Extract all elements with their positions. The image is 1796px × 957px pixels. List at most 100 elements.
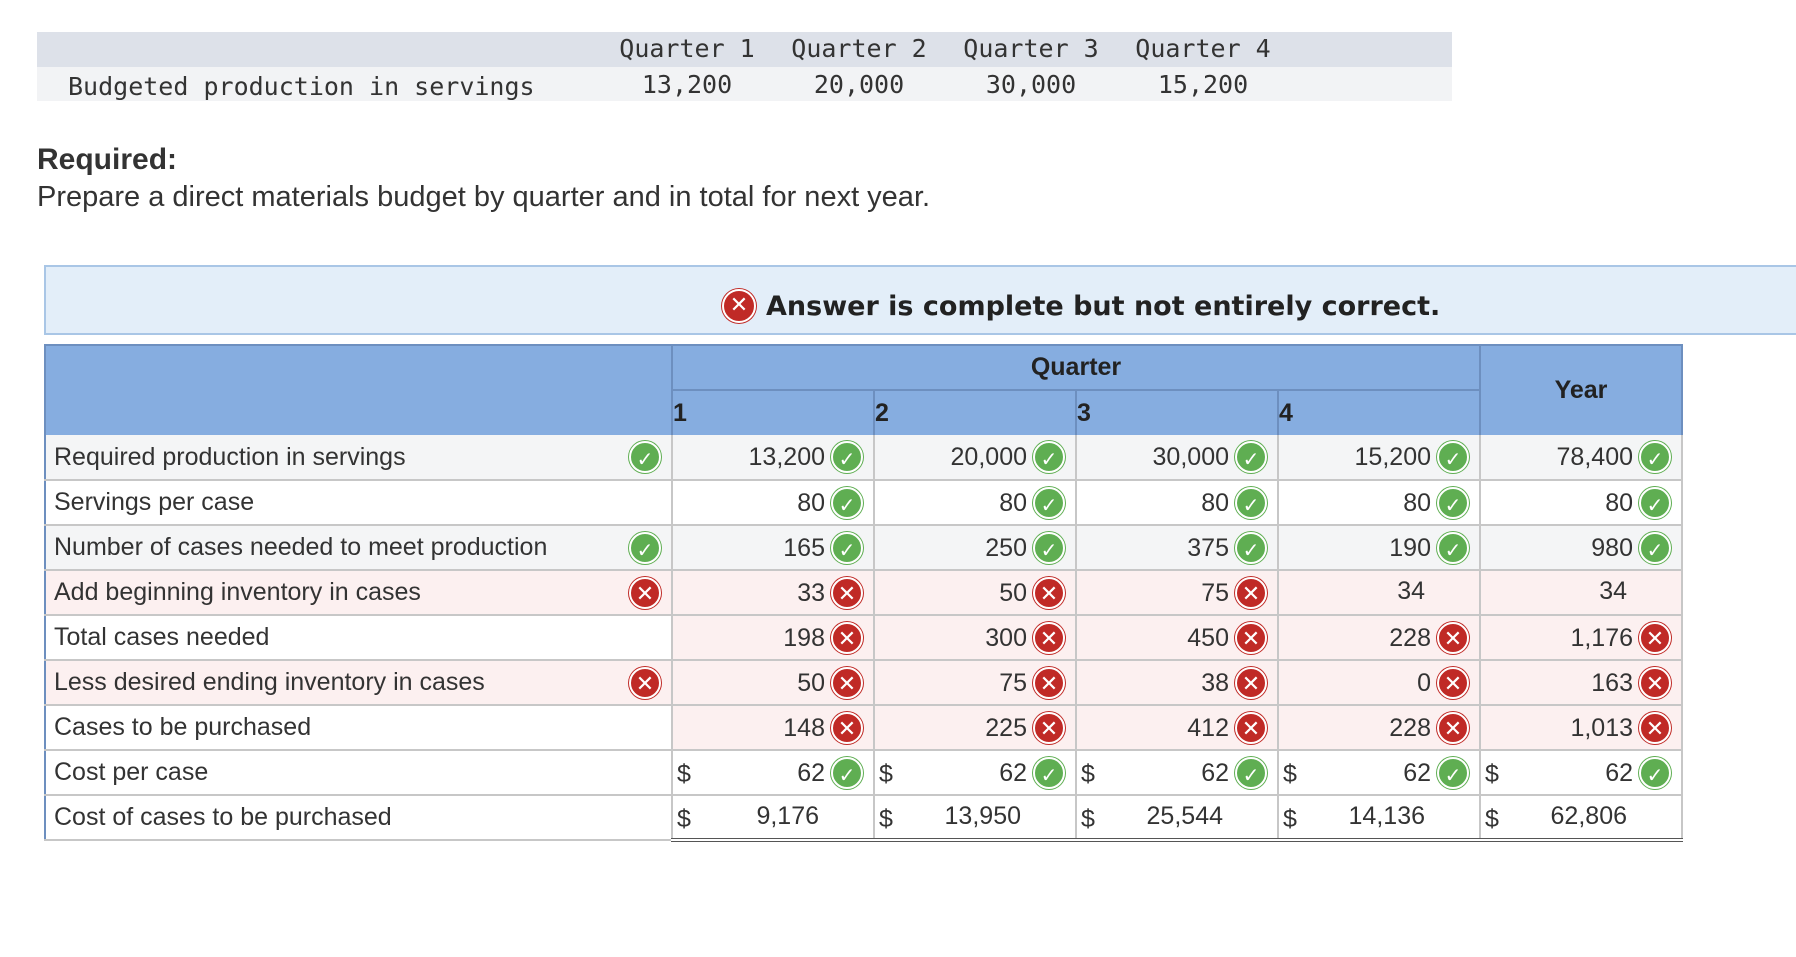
value-cell[interactable]: 50 ✕ bbox=[672, 660, 875, 706]
check-icon: ✓ bbox=[1033, 757, 1065, 789]
value-cell[interactable]: $62 ✓ bbox=[672, 750, 875, 796]
row-label-cell[interactable]: Cost per case bbox=[45, 750, 673, 796]
value-cell[interactable]: 30,000 ✓ bbox=[1076, 435, 1279, 481]
cell-value: 450 bbox=[1187, 623, 1229, 652]
check-icon: ✓ bbox=[1639, 532, 1671, 564]
cell-value: 980 bbox=[1591, 533, 1633, 562]
row-label-cell[interactable]: Add beginning inventory in cases ✕ bbox=[45, 570, 673, 616]
value-cell[interactable]: 80 ✓ bbox=[1076, 480, 1279, 526]
value-cell[interactable]: $62,806 bbox=[1480, 795, 1683, 842]
row-label-cell[interactable]: Total cases needed bbox=[45, 615, 673, 661]
row-label-cell[interactable]: Number of cases needed to meet productio… bbox=[45, 525, 673, 571]
value-cell[interactable]: 148 ✕ bbox=[672, 705, 875, 751]
value-cell[interactable]: 375 ✓ bbox=[1076, 525, 1279, 571]
header-q2: 2 bbox=[874, 389, 1077, 435]
value-cell[interactable]: 50 ✕ bbox=[874, 570, 1077, 616]
header-q4: 4 bbox=[1278, 389, 1481, 435]
row-label-cell[interactable]: Cost of cases to be purchased bbox=[45, 795, 673, 841]
direct-materials-budget-table: Quarter Year 1 2 3 4 Required production… bbox=[44, 344, 1683, 842]
value-cell[interactable]: 300 ✕ bbox=[874, 615, 1077, 661]
value-cell[interactable]: $14,136 bbox=[1278, 795, 1481, 842]
cell-value: 75 bbox=[999, 668, 1027, 697]
value-cell[interactable]: 15,200 ✓ bbox=[1278, 435, 1481, 481]
check-icon: ✓ bbox=[1437, 532, 1469, 564]
value-cell[interactable]: $13,950 bbox=[874, 795, 1077, 842]
check-icon: ✓ bbox=[831, 757, 863, 789]
value-cell[interactable]: 38 ✕ bbox=[1076, 660, 1279, 706]
value-cell[interactable]: $9,176 bbox=[672, 795, 875, 842]
value-cell[interactable]: 33 ✕ bbox=[672, 570, 875, 616]
value-cell[interactable]: 225 ✕ bbox=[874, 705, 1077, 751]
value-cell[interactable]: 1,176 ✕ bbox=[1480, 615, 1683, 661]
given-quarter-4-title: Quarter 4 bbox=[1135, 34, 1271, 63]
value-cell[interactable]: $62 ✓ bbox=[1076, 750, 1279, 796]
value-cell[interactable]: 228 ✕ bbox=[1278, 705, 1481, 751]
cell-value: 14,136 bbox=[1348, 802, 1425, 830]
budget-body: Required production in servings ✓ 13,200 ✓ 2… bbox=[45, 435, 1683, 842]
row-label: Less desired ending inventory in cases bbox=[54, 668, 485, 696]
x-icon: ✕ bbox=[1437, 712, 1469, 744]
given-quarter-3-value: 30,000 bbox=[985, 70, 1077, 99]
value-cell[interactable]: 0 ✕ bbox=[1278, 660, 1481, 706]
given-data-strip: Budgeted production in servings Quarter … bbox=[37, 32, 1452, 101]
cell-value: 30,000 bbox=[1152, 442, 1229, 471]
x-icon: ✕ bbox=[629, 577, 661, 609]
row-label-cell[interactable]: Cases to be purchased bbox=[45, 705, 673, 751]
row-label-cell[interactable]: Less desired ending inventory in cases ✕ bbox=[45, 660, 673, 706]
cell-value: 13,200 bbox=[748, 442, 825, 471]
cell-value: 50 bbox=[999, 578, 1027, 607]
cell-value: 62,806 bbox=[1550, 802, 1627, 830]
row-label-cell[interactable]: Required production in servings ✓ bbox=[45, 435, 673, 481]
cell-value: 62 bbox=[999, 758, 1027, 787]
given-quarter-2-value: 20,000 bbox=[813, 70, 905, 99]
value-cell[interactable]: 80 ✓ bbox=[874, 480, 1077, 526]
value-cell[interactable]: 228 ✕ bbox=[1278, 615, 1481, 661]
check-icon: ✓ bbox=[1437, 441, 1469, 473]
value-cell[interactable]: 80 ✓ bbox=[672, 480, 875, 526]
value-cell[interactable]: 190 ✓ bbox=[1278, 525, 1481, 571]
cell-value: 62 bbox=[1403, 758, 1431, 787]
value-cell[interactable]: 20,000 ✓ bbox=[874, 435, 1077, 481]
row-label-cell[interactable]: Servings per case bbox=[45, 480, 673, 526]
value-cell[interactable]: 198 ✕ bbox=[672, 615, 875, 661]
value-cell[interactable]: 75 ✕ bbox=[1076, 570, 1279, 616]
dollar-sign: $ bbox=[1485, 760, 1499, 788]
value-cell[interactable]: 80 ✓ bbox=[1278, 480, 1481, 526]
x-icon: ✕ bbox=[1235, 667, 1267, 699]
banner-text: Answer is complete but not entirely corr… bbox=[766, 290, 1441, 322]
cell-value: 13,950 bbox=[944, 802, 1021, 830]
result-banner: ✕ Answer is complete but not entirely co… bbox=[44, 265, 1796, 335]
dollar-sign: $ bbox=[1081, 760, 1095, 788]
cell-value: 198 bbox=[783, 623, 825, 652]
cell-value: 25,544 bbox=[1146, 802, 1223, 830]
value-cell[interactable]: $25,544 bbox=[1076, 795, 1279, 842]
row-label: Required production in servings bbox=[54, 442, 406, 471]
dollar-sign: $ bbox=[677, 760, 691, 788]
value-cell[interactable]: $62 ✓ bbox=[1278, 750, 1481, 796]
value-cell[interactable]: 75 ✕ bbox=[874, 660, 1077, 706]
value-cell[interactable]: 412 ✕ bbox=[1076, 705, 1279, 751]
value-cell[interactable]: 1,013 ✕ bbox=[1480, 705, 1683, 751]
value-cell[interactable]: 165 ✓ bbox=[672, 525, 875, 571]
given-row-label: Budgeted production in servings bbox=[68, 72, 535, 101]
cell-value: 190 bbox=[1389, 533, 1431, 562]
check-icon: ✓ bbox=[831, 532, 863, 564]
value-cell[interactable]: 34 bbox=[1480, 570, 1683, 616]
table-row: Less desired ending inventory in cases ✕ 5… bbox=[45, 660, 1683, 706]
cell-value: 412 bbox=[1187, 713, 1229, 742]
value-cell[interactable]: 13,200 ✓ bbox=[672, 435, 875, 481]
value-cell[interactable]: 980 ✓ bbox=[1480, 525, 1683, 571]
value-cell[interactable]: 80 ✓ bbox=[1480, 480, 1683, 526]
value-cell[interactable]: 163 ✕ bbox=[1480, 660, 1683, 706]
cell-value: 225 bbox=[985, 713, 1027, 742]
check-icon: ✓ bbox=[1235, 487, 1267, 519]
x-icon: ✕ bbox=[1033, 577, 1065, 609]
value-cell[interactable]: $62 ✓ bbox=[874, 750, 1077, 796]
value-cell[interactable]: 450 ✕ bbox=[1076, 615, 1279, 661]
value-cell[interactable]: $62 ✓ bbox=[1480, 750, 1683, 796]
value-cell[interactable]: 78,400 ✓ bbox=[1480, 435, 1683, 481]
value-cell[interactable]: 34 bbox=[1278, 570, 1481, 616]
cell-value: 228 bbox=[1389, 623, 1431, 652]
given-quarter-2-title: Quarter 2 bbox=[791, 34, 927, 63]
value-cell[interactable]: 250 ✓ bbox=[874, 525, 1077, 571]
